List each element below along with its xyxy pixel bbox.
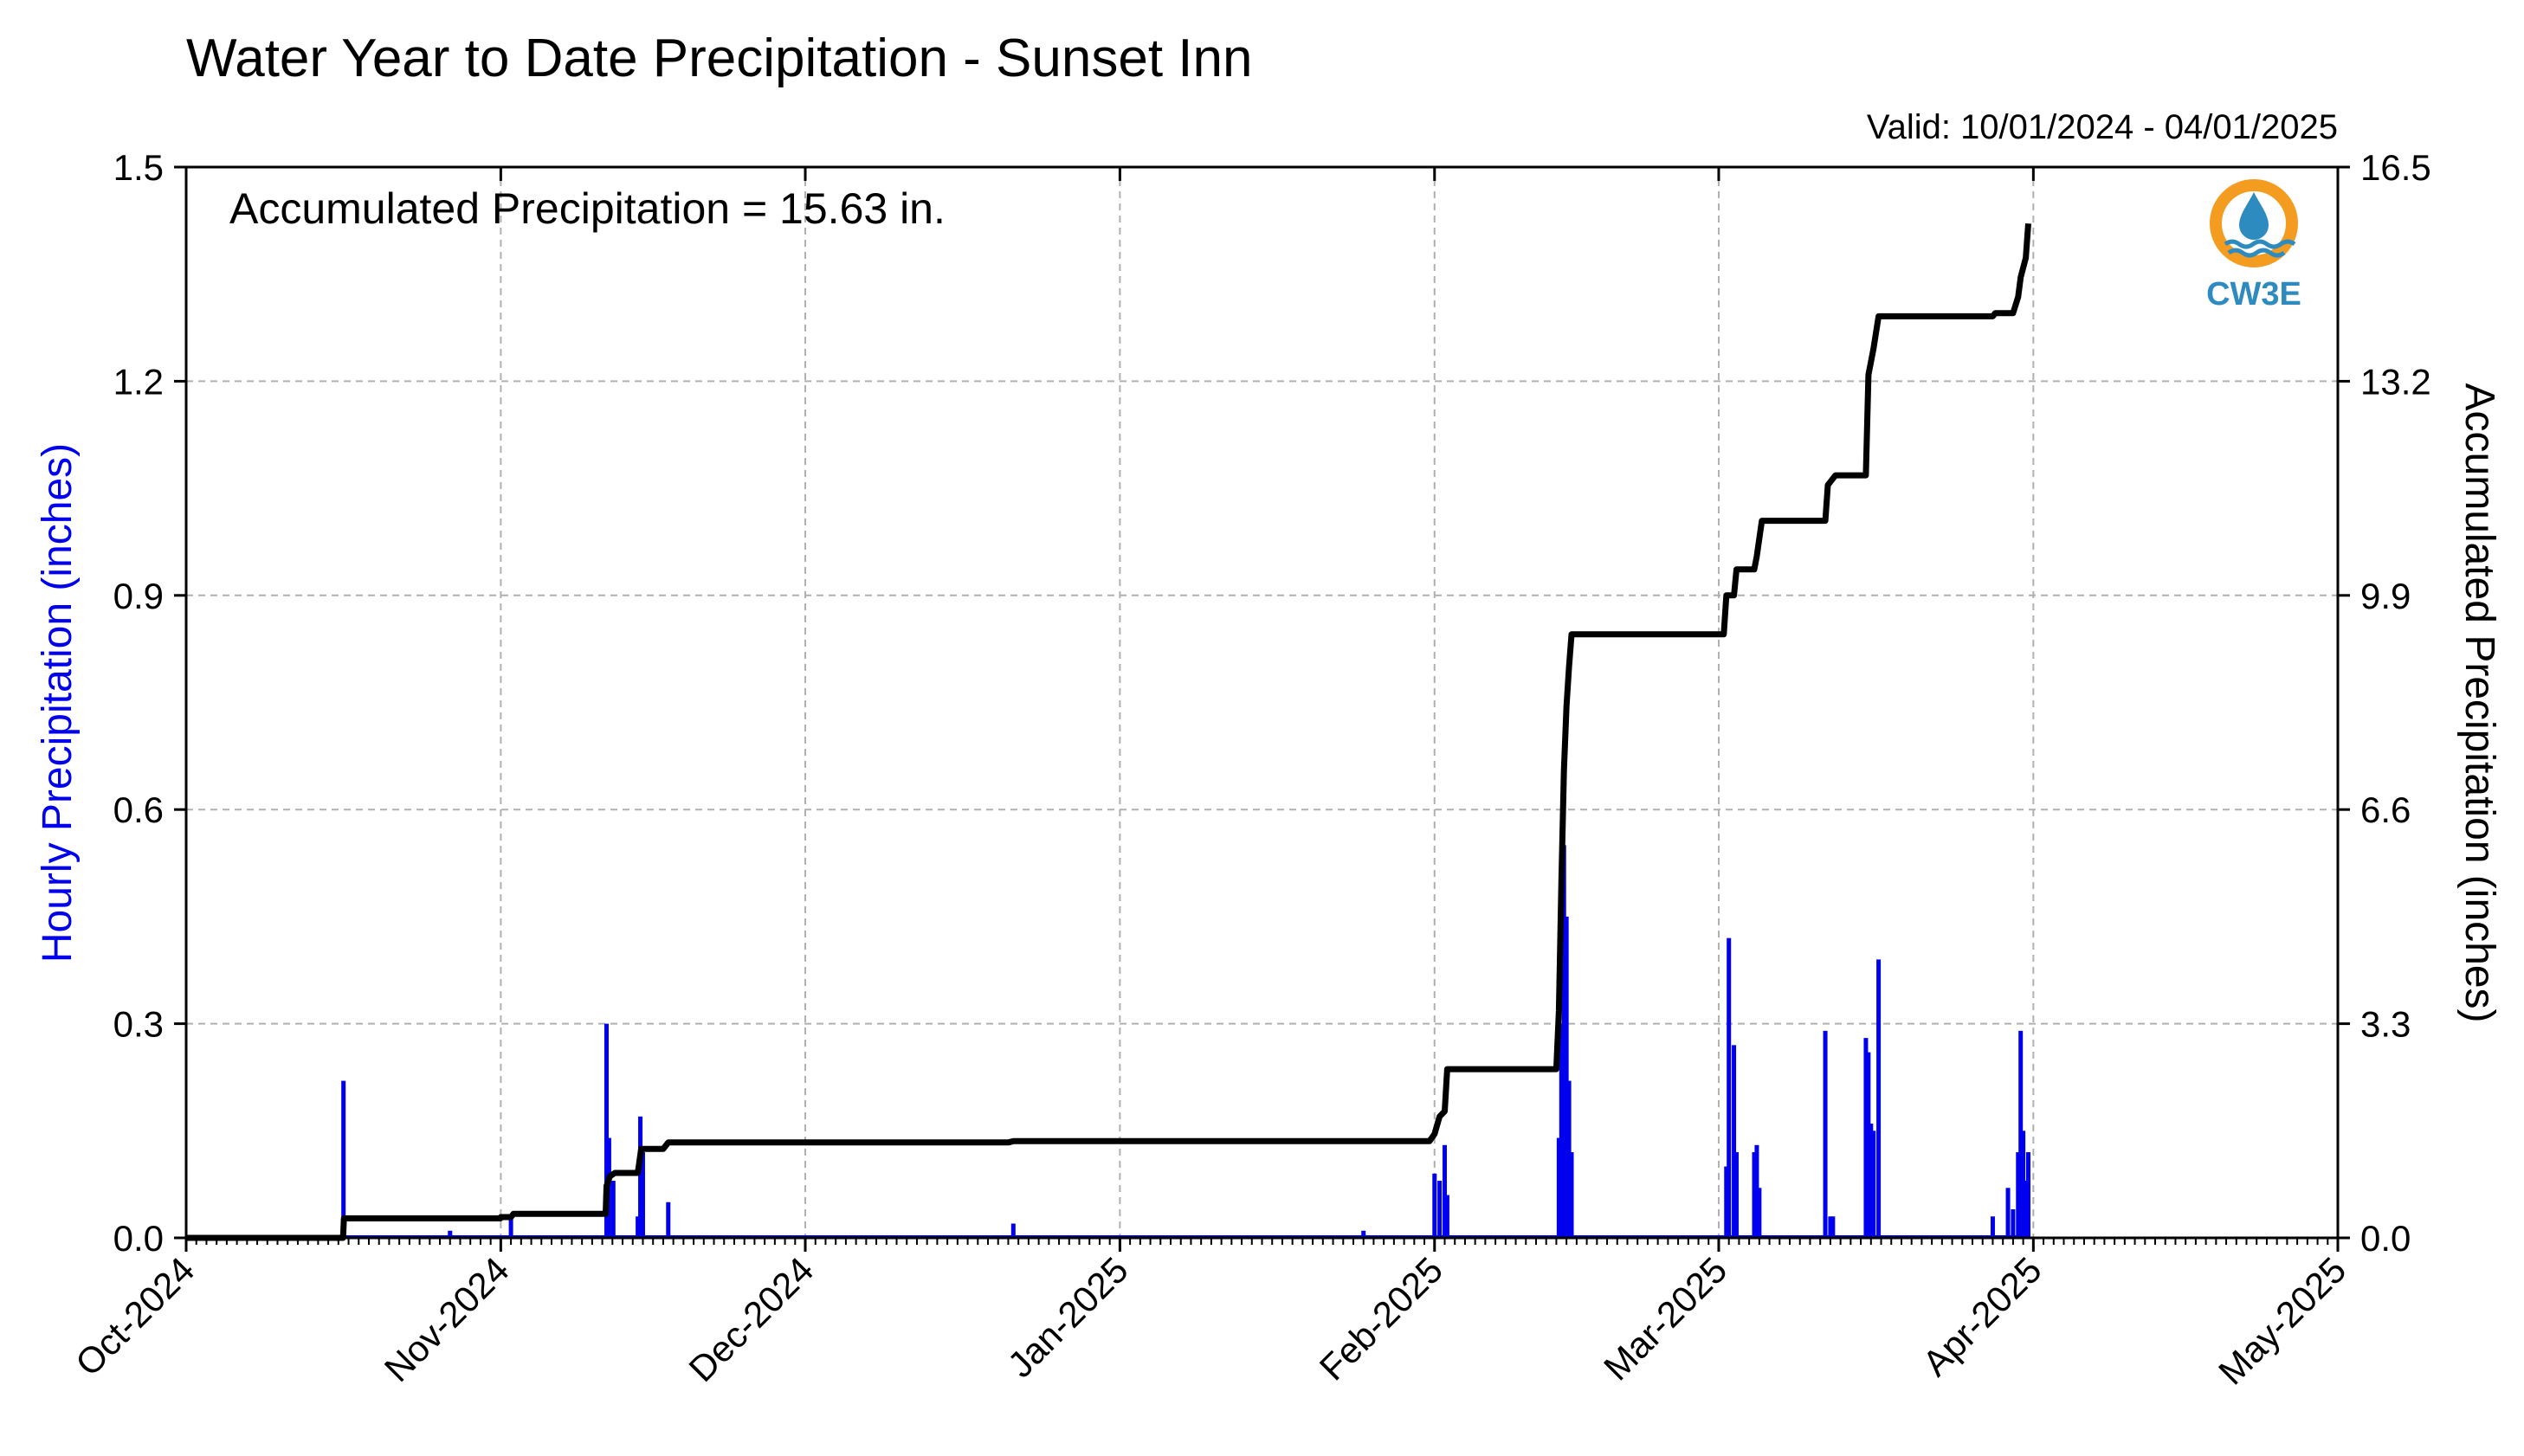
left-y-tick-label: 0.0: [113, 1218, 164, 1259]
left-y-tick-label: 0.9: [113, 576, 164, 616]
hourly-bar: [2016, 1152, 2021, 1238]
hourly-bar: [1830, 1216, 1836, 1238]
left-y-tick-label: 0.6: [113, 789, 164, 830]
hourly-bar: [1432, 1173, 1437, 1238]
chart-title: Water Year to Date Precipitation - Sunse…: [186, 29, 1253, 88]
right-y-tick-label: 16.5: [2360, 147, 2431, 188]
x-tick-label: Mar-2025: [1596, 1249, 1734, 1388]
hourly-bar: [1556, 1137, 1561, 1238]
hourly-bar: [1444, 1195, 1449, 1238]
hourly-bar: [1866, 1052, 1871, 1238]
hourly-bar: [2005, 1188, 2011, 1238]
x-tick-label: Jan-2025: [1000, 1249, 1136, 1385]
hourly-bar: [2024, 1181, 2029, 1238]
x-tick-label: May-2025: [2211, 1249, 2353, 1392]
hourly-bar: [1569, 1152, 1574, 1238]
hourly-bar: [2018, 1030, 2024, 1238]
hourly-bar: [2011, 1209, 2016, 1238]
hourly-bar: [508, 1216, 513, 1238]
hourly-bar: [1564, 916, 1569, 1238]
hourly-bar: [610, 1181, 616, 1238]
hourly-bar: [2025, 1152, 2030, 1238]
hourly-bar: [1752, 1152, 1757, 1238]
hourly-bar: [1823, 1030, 1828, 1238]
x-tick-label: Dec-2024: [681, 1249, 821, 1389]
left-y-tick-label: 1.5: [113, 147, 164, 188]
cw3e-logo: CW3E: [2206, 179, 2301, 312]
hourly-bar: [1732, 1045, 1737, 1238]
x-tick-label: Oct-2024: [68, 1249, 202, 1383]
hourly-bar: [1010, 1223, 1016, 1238]
right-y-axis-label: Accumulated Precipitation (inches): [2456, 383, 2502, 1022]
left-y-tick-label: 1.2: [113, 361, 164, 402]
accumulated-line: [186, 222, 2031, 1241]
hourly-bar: [1754, 1144, 1759, 1238]
hourly-bar: [448, 1230, 453, 1238]
left-y-axis-label: Hourly Precipitation (inches): [35, 443, 81, 963]
x-tick-label: Nov-2024: [377, 1249, 517, 1389]
hourly-bar: [1757, 1188, 1762, 1238]
hourly-bar: [636, 1216, 641, 1238]
hourly-bar: [1871, 1131, 1876, 1238]
right-y-tick-label: 3.3: [2360, 1004, 2411, 1045]
hourly-bar: [1863, 1038, 1869, 1238]
hourly-bar: [2021, 1131, 2026, 1238]
hourly-bar: [640, 1152, 645, 1238]
x-tick-labels: Oct-2024 Nov-2024 Dec-2024 Jan-2025 Feb-2025…: [68, 1249, 2353, 1392]
water-drop-sun-icon: [2210, 179, 2298, 267]
hourly-bar: [1559, 1023, 1564, 1238]
right-y-tick-label: 0.0: [2360, 1218, 2411, 1259]
hourly-bar: [1437, 1181, 1443, 1238]
hourly-bar: [1869, 1124, 1874, 1238]
logo-text: CW3E: [2206, 276, 2301, 312]
hourly-bar: [1727, 937, 1732, 1238]
accumulated-total-annotation: Accumulated Precipitation = 15.63 in.: [229, 184, 946, 233]
hourly-bar: [1733, 1152, 1739, 1238]
x-tick-label: Apr-2025: [1914, 1249, 2049, 1383]
hourly-bar: [1876, 959, 1882, 1238]
plot-frame: [184, 165, 2340, 1240]
left-y-tick-label: 0.3: [113, 1004, 164, 1045]
right-y-tick-labels: 0.0 3.3 6.6 9.9 13.2 16.5: [2360, 147, 2431, 1259]
hourly-bar: [1990, 1216, 1995, 1238]
hourly-bar: [1724, 1166, 1729, 1238]
hourly-bar: [1566, 1080, 1572, 1238]
hourly-bar: [666, 1202, 671, 1238]
hourly-bar: [1561, 845, 1566, 1238]
hourly-bar: [638, 1116, 643, 1238]
hourly-bars: [186, 845, 2030, 1238]
grid-lines: [186, 167, 2338, 1238]
hourly-bar: [341, 1080, 346, 1238]
right-y-tick-label: 9.9: [2360, 576, 2411, 616]
x-tick-label: Feb-2025: [1312, 1249, 1450, 1388]
right-y-tick-label: 13.2: [2360, 361, 2431, 402]
hourly-bar: [1828, 1216, 1833, 1238]
left-y-tick-labels: 0.0 0.3 0.6 0.9 1.2 1.5: [113, 147, 164, 1259]
hourly-bar: [1361, 1230, 1366, 1238]
valid-range: Valid: 10/01/2024 - 04/01/2025: [1867, 108, 2338, 146]
hourly-bar: [1442, 1144, 1447, 1238]
hourly-bar: [604, 1023, 609, 1238]
axis-ticks: [174, 165, 2350, 1252]
right-y-tick-label: 6.6: [2360, 789, 2411, 830]
